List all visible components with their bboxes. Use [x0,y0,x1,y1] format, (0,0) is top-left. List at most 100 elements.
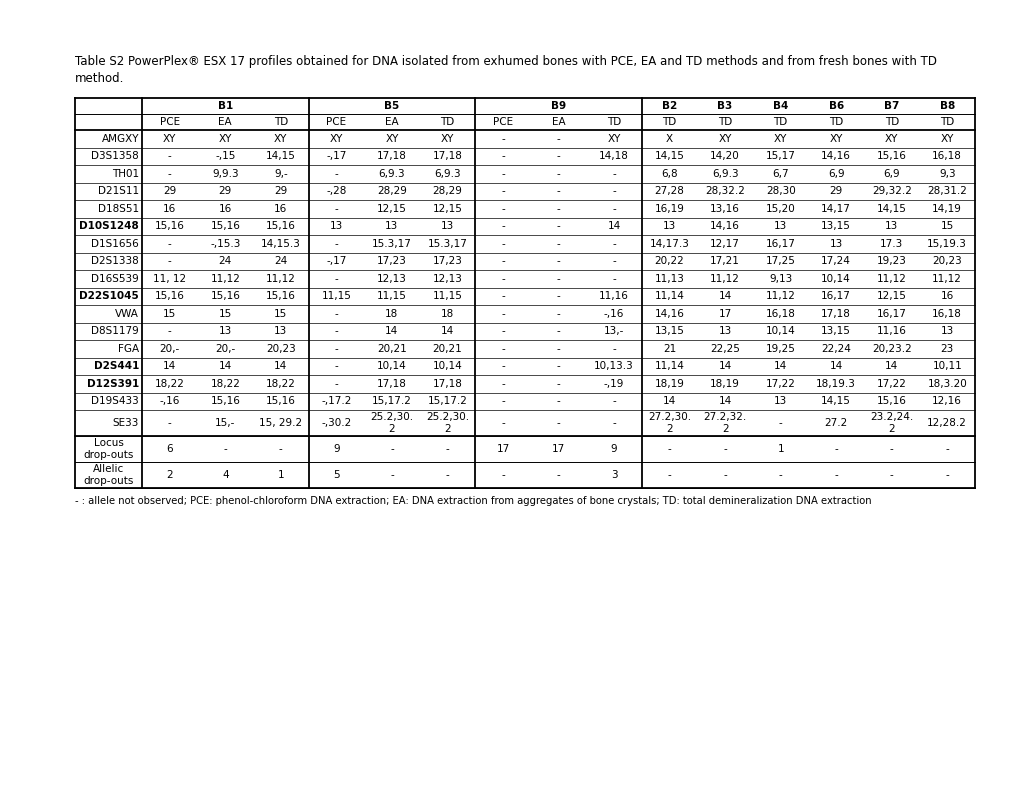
Text: FGA: FGA [118,344,139,354]
Text: SE33: SE33 [112,418,139,428]
Text: B1: B1 [217,101,232,111]
Text: 27.2,32.
2: 27.2,32. 2 [703,412,746,433]
Text: 14,15: 14,15 [876,204,906,214]
Text: D2S1338: D2S1338 [91,256,139,266]
Text: 12,17: 12,17 [709,239,740,249]
Text: VWA: VWA [115,309,139,319]
Text: 21: 21 [662,344,676,354]
Text: 6,8: 6,8 [660,169,678,179]
Text: -: - [500,361,504,371]
Text: D21S11: D21S11 [98,186,139,196]
Text: 18: 18 [440,309,453,319]
Text: 20,23: 20,23 [931,256,961,266]
Text: 27.2,30.
2: 27.2,30. 2 [647,412,691,433]
Text: 11, 12: 11, 12 [153,273,186,284]
Text: 15,16: 15,16 [210,396,240,407]
Text: 9: 9 [610,444,616,454]
Text: TH01: TH01 [112,169,139,179]
Text: 12,15: 12,15 [377,204,407,214]
Text: D2S441: D2S441 [94,361,139,371]
Text: AMGXY: AMGXY [102,134,139,143]
Text: 20,21: 20,21 [377,344,407,354]
Text: -: - [168,326,171,336]
Text: 12,28.2: 12,28.2 [926,418,966,428]
Text: D22S1045: D22S1045 [79,292,139,301]
Text: 14: 14 [773,361,787,371]
Text: 10,14: 10,14 [377,361,407,371]
Text: TD: TD [828,117,843,127]
Text: -: - [168,239,171,249]
Text: 23: 23 [940,344,953,354]
Text: 15: 15 [218,309,231,319]
Text: 28,30: 28,30 [765,186,795,196]
Text: 18,22: 18,22 [155,379,184,388]
Text: 11,15: 11,15 [321,292,351,301]
Text: 20,-: 20,- [160,344,179,354]
Text: 14,15: 14,15 [820,396,850,407]
Text: 14: 14 [274,361,287,371]
Text: 14: 14 [385,326,398,336]
Text: 22,25: 22,25 [709,344,740,354]
Text: 24: 24 [274,256,287,266]
Text: 29: 29 [274,186,287,196]
Text: 11,12: 11,12 [765,292,795,301]
Text: 19,25: 19,25 [765,344,795,354]
Text: - : allele not observed; PCE: phenol-chloroform DNA extraction; EA: DNA extracti: - : allele not observed; PCE: phenol-chl… [75,496,871,506]
Text: -,17: -,17 [326,256,346,266]
Text: 14,17: 14,17 [820,204,850,214]
Text: -: - [334,273,338,284]
Text: 17.3: 17.3 [879,239,903,249]
Text: B8: B8 [938,101,954,111]
Text: B5: B5 [384,101,399,111]
Text: TD: TD [606,117,621,127]
Text: 6,9: 6,9 [827,169,844,179]
Text: -: - [722,444,727,454]
Text: 15,16: 15,16 [266,396,296,407]
Text: Table S2 PowerPlex® ESX 17 profiles obtained for DNA isolated from exhumed bones: Table S2 PowerPlex® ESX 17 profiles obta… [75,55,936,68]
Text: 5: 5 [333,470,339,480]
Text: 14,16: 14,16 [709,221,740,231]
Text: -: - [500,169,504,179]
Text: 29: 29 [828,186,842,196]
Text: 17,23: 17,23 [377,256,407,266]
Text: 19,23: 19,23 [876,256,906,266]
Text: 13: 13 [940,326,953,336]
Text: -,16: -,16 [159,396,179,407]
Text: 15,-: 15,- [215,418,235,428]
Text: XY: XY [828,134,842,143]
Text: D10S1248: D10S1248 [79,221,139,231]
Text: -: - [556,344,559,354]
Text: 16,19: 16,19 [654,204,684,214]
Text: -: - [445,470,448,480]
Text: -: - [334,239,338,249]
Text: -: - [334,361,338,371]
Text: 4: 4 [222,470,228,480]
Text: -: - [500,344,504,354]
Text: 22,24: 22,24 [820,344,850,354]
Text: 15,20: 15,20 [765,204,795,214]
Text: 27.2: 27.2 [823,418,847,428]
Text: 13: 13 [884,221,898,231]
Text: 15: 15 [163,309,176,319]
Text: -: - [500,379,504,388]
Text: -: - [945,470,948,480]
Text: -: - [500,186,504,196]
Text: 6,9.3: 6,9.3 [378,169,405,179]
Text: -,15.3: -,15.3 [210,239,240,249]
Text: 9,3: 9,3 [938,169,955,179]
Text: 17: 17 [717,309,731,319]
Text: 14,16: 14,16 [820,151,850,162]
Text: -: - [500,134,504,143]
Text: 15.3,17: 15.3,17 [427,239,467,249]
Text: 16,17: 16,17 [876,309,906,319]
Text: 15,17.2: 15,17.2 [427,396,467,407]
Text: 6: 6 [166,444,173,454]
Text: PCE: PCE [160,117,179,127]
Text: 13: 13 [773,396,787,407]
Text: 15,19.3: 15,19.3 [926,239,966,249]
Text: 14: 14 [828,361,842,371]
Text: -: - [389,470,393,480]
Text: 15: 15 [940,221,953,231]
Text: 16: 16 [218,204,231,214]
Text: -: - [500,418,504,428]
